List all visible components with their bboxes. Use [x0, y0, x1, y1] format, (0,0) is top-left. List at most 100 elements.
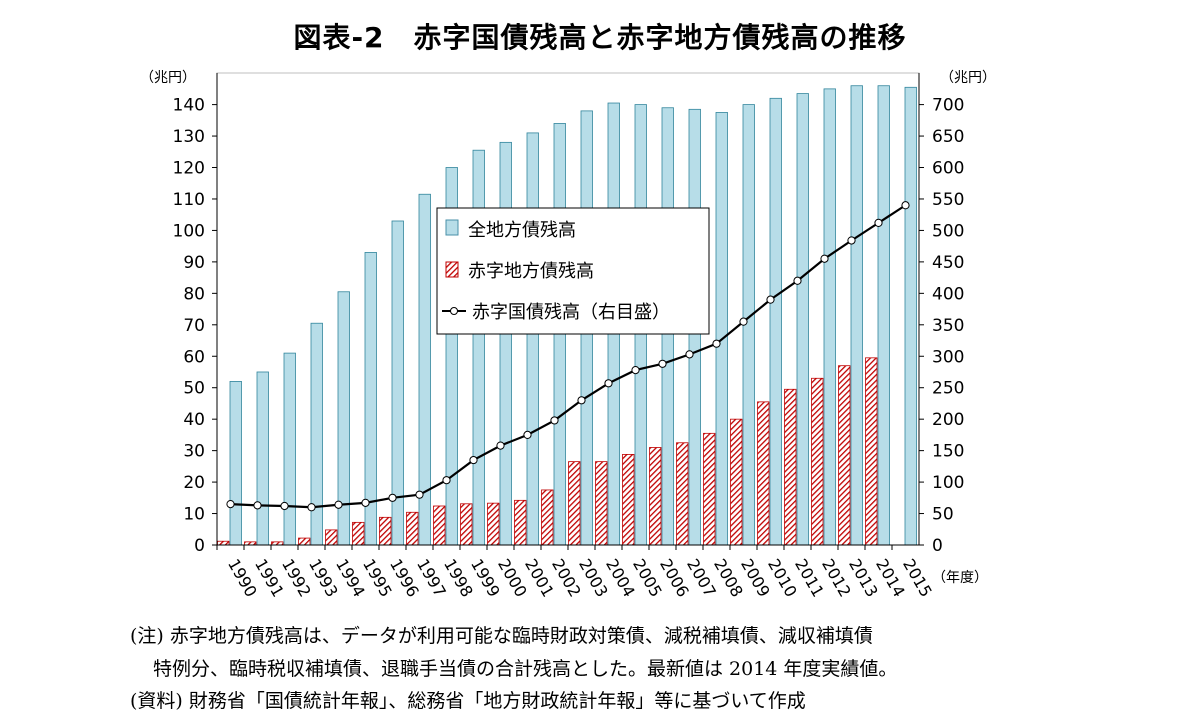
bar-deficit: [217, 540, 230, 546]
y-right-tick-label: 550: [932, 190, 964, 210]
bar-deficit: [811, 377, 824, 546]
y-right-tick-label: 150: [932, 442, 964, 462]
bar-deficit: [730, 418, 743, 546]
line-point: [874, 218, 883, 227]
y-right-tick-label: 250: [932, 379, 964, 399]
bars-deficit-series: [217, 357, 878, 546]
line-point: [388, 493, 397, 502]
line-point: [604, 379, 613, 388]
bar-deficit: [460, 503, 473, 546]
bar-total: [310, 322, 323, 546]
y-left-tick-label: 130: [173, 127, 205, 147]
y-left-tick-label: 140: [173, 96, 205, 116]
line-point: [577, 396, 586, 405]
bar-deficit: [595, 461, 608, 546]
y-right-tick-label: 0: [932, 536, 943, 556]
line-point: [469, 455, 478, 465]
line-point: [712, 339, 721, 348]
bar-total: [769, 97, 782, 546]
y-left-tick-label: 70: [183, 316, 205, 336]
bar-deficit: [379, 516, 392, 546]
y-left-tick-label: 90: [183, 253, 205, 273]
bar-deficit: [865, 357, 878, 546]
y-left-tick-label: 30: [183, 442, 205, 462]
legend-label-national: 赤字国債残高（右目盛）: [472, 302, 670, 323]
y-right-tick-label: 500: [932, 221, 964, 241]
bar-total: [256, 371, 269, 546]
bar-deficit: [325, 529, 338, 546]
bar-deficit: [433, 505, 446, 546]
line-point: [550, 416, 559, 425]
x-tick-label: 2015: [899, 556, 936, 601]
bar-deficit: [784, 388, 797, 546]
bar-deficit: [298, 537, 311, 546]
note-line-1: (注) 赤字地方債残高は、データが利用可能な臨時財政対策債、減税補填債、減収補填…: [130, 625, 873, 647]
bar-deficit: [352, 521, 365, 546]
line-point: [901, 201, 910, 210]
legend-box: [436, 207, 710, 335]
line-point: [631, 365, 640, 375]
y-left-tick-label: 60: [183, 347, 205, 367]
bar-deficit: [514, 499, 527, 546]
line-point: [361, 498, 370, 507]
y-left-unit: （兆円）: [140, 70, 196, 86]
bar-total: [229, 381, 242, 546]
bar-deficit: [649, 447, 662, 546]
y-left-tick-label: 110: [173, 190, 205, 210]
chart-title: 図表-2 赤字国債残高と赤字地方債残高の推移: [293, 21, 907, 54]
line-national: [230, 204, 907, 509]
y-right-tick-label: 350: [932, 316, 964, 336]
bar-deficit: [838, 365, 851, 546]
line-point: [334, 500, 343, 509]
y-right-tick-label: 50: [932, 505, 954, 525]
line-point: [253, 501, 262, 510]
y-left-tick-label: 100: [173, 221, 205, 241]
bar-deficit: [541, 489, 554, 546]
y-right-tick-label: 450: [932, 253, 964, 273]
line-point: [226, 500, 235, 509]
bar-total: [904, 86, 917, 546]
y-left-tick-label: 0: [194, 536, 205, 556]
legend-swatch-deficit: [445, 261, 459, 278]
y-left-tick-label: 120: [173, 159, 205, 179]
line-point: [496, 441, 505, 450]
line-point: [766, 295, 775, 304]
note-line-2: 特例分、臨時税収補填債、退職手当債の合計残高とした。最新値は 2014 年度実績…: [153, 658, 898, 680]
line-point: [307, 503, 316, 512]
bar-deficit: [676, 442, 689, 546]
y-right-tick-label: 300: [932, 347, 964, 367]
bar-deficit: [487, 502, 500, 546]
y-right-tick-label: 700: [932, 96, 964, 116]
y-right-tick-label: 400: [932, 284, 964, 304]
line-point: [739, 317, 748, 326]
bar-total: [796, 93, 809, 546]
note-line-3: (資料) 財務省「国債統計年報」、総務省「地方財政統計年報」等に基づいて作成: [130, 690, 806, 712]
legend: 全地方債残高 赤字地方債残高 赤字国債残高（右目盛）: [436, 207, 710, 335]
y-left-tick-label: 80: [183, 284, 205, 304]
line-point: [847, 236, 856, 245]
bar-total: [499, 141, 512, 546]
line-point: [793, 276, 802, 285]
line-point: [523, 430, 532, 439]
y-left-tick-label: 40: [183, 410, 205, 430]
bar-total: [526, 132, 539, 546]
bar-total: [850, 85, 863, 546]
line-point: [685, 350, 694, 359]
bar-deficit: [703, 432, 716, 546]
legend-swatch-marker: [450, 307, 458, 315]
y-left-tick-label: 20: [183, 473, 205, 493]
legend-label-deficit: 赤字地方債残高: [468, 261, 594, 282]
line-series-national: [226, 201, 910, 512]
x-unit: （年度）: [932, 570, 988, 586]
bar-deficit: [406, 511, 419, 546]
bar-total: [283, 352, 296, 546]
bar-total: [823, 88, 836, 546]
y-right-unit: （兆円）: [940, 70, 996, 86]
y-left-tick-label: 10: [183, 505, 205, 525]
bar-total: [715, 112, 728, 546]
y-right-tick-label: 100: [932, 473, 964, 493]
line-point: [442, 476, 451, 485]
bar-deficit: [568, 461, 581, 546]
line-point: [820, 254, 829, 263]
